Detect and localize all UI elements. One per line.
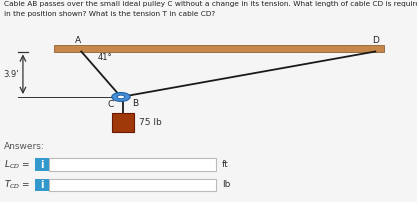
Text: ft: ft xyxy=(222,160,229,169)
Bar xyxy=(49,179,216,191)
Text: $L_{CD}$ =: $L_{CD}$ = xyxy=(4,158,30,171)
Bar xyxy=(35,158,49,171)
Text: Cable AB passes over the small ideal pulley C without a change in its tension. W: Cable AB passes over the small ideal pul… xyxy=(4,1,417,7)
Bar xyxy=(54,45,384,52)
Text: 3.9': 3.9' xyxy=(3,70,19,79)
Text: i: i xyxy=(40,180,44,190)
Circle shape xyxy=(112,93,130,101)
Bar xyxy=(35,179,49,191)
Text: i: i xyxy=(40,160,44,170)
Text: in the position shown? What is the tension T in cable CD?: in the position shown? What is the tensi… xyxy=(4,11,216,17)
Text: D: D xyxy=(372,36,379,45)
Circle shape xyxy=(117,95,125,99)
Text: A: A xyxy=(75,36,81,45)
Bar xyxy=(111,113,134,132)
Text: $T_{CD}$ =: $T_{CD}$ = xyxy=(4,179,30,191)
Text: B: B xyxy=(132,99,138,107)
Text: C: C xyxy=(108,100,113,109)
Text: 41°: 41° xyxy=(98,53,113,62)
Text: 75 lb: 75 lb xyxy=(139,118,162,127)
Text: Answers:: Answers: xyxy=(4,142,45,152)
Bar xyxy=(49,158,216,171)
Text: lb: lb xyxy=(222,180,231,189)
